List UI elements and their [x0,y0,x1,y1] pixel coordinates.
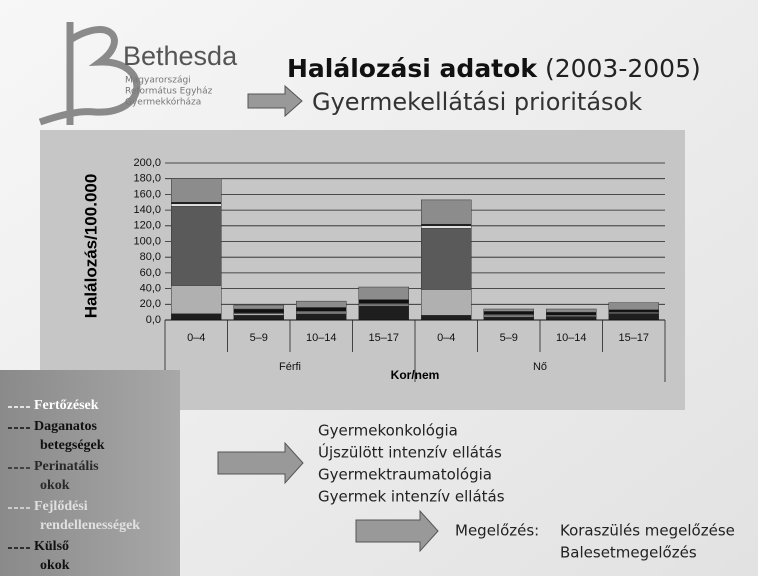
bar-segment [358,305,409,321]
bar-segment [421,227,472,290]
bar-segment [233,308,284,314]
bar-segment [171,203,222,207]
x-tick-label: 15–17 [368,332,399,344]
bar-segment [608,302,659,311]
y-tick-label: 0,0 [146,314,161,326]
legend: Fertőzések Daganatos betegségek Perinatális… [8,398,140,573]
group-label: Nő [533,361,547,373]
legend-label-part: Daganatos [34,419,98,434]
y-tick-label: 120,0 [133,220,161,232]
logo-line: Gyermekkórháza [125,97,201,108]
legend-label-part: Fejlődési [34,499,88,514]
list-item: Gyermekonkológia [318,422,458,440]
logo-mark [38,22,141,126]
logo-line: Magyarországi [125,76,191,86]
bar-segment [296,307,347,312]
bar-segment [358,299,409,304]
bar-segment [171,205,222,286]
title: Halálozási adatok (2003-2005) [287,54,701,83]
arrow [355,509,439,553]
y-tick-label: 20,0 [140,298,161,310]
list-item: Gyermektraumatológia [318,466,492,484]
x-axis-label: Kor/nem [391,368,440,382]
legend-label: Daganatos betegségek [34,419,105,453]
bar-segment [421,199,472,225]
y-tick-label: 180,0 [133,173,161,185]
legend-label: Perinatális okok [34,459,99,493]
arrow [247,84,303,118]
prevention-label: Megelőzés: [455,522,539,540]
legend-label-part: betegségek [40,438,105,453]
logo: Bethesda Magyarországi Református Egyház… [38,22,238,126]
group-label: Férfi [279,361,301,373]
x-tick-label: 10–14 [556,332,587,344]
x-tick-label: 5–9 [250,332,268,344]
legend-label-part: okok [40,558,70,573]
bar-segment [546,308,597,313]
prevention-item: Koraszülés megelőzése [560,522,735,540]
bar-segment [546,311,597,316]
prevention-item: Balesetmegelőzés [560,544,697,562]
title-bold: Halálozási adatok [287,54,538,83]
legend-label-part: okok [40,478,70,493]
bar-segment [608,309,659,313]
legend-label-part: rendellenességek [40,518,140,533]
x-tick-label: 10–14 [306,332,337,344]
subtitle: Gyermekellátási prioritások [312,88,642,116]
title-years: (2003-2005) [545,54,701,83]
legend-label-part: Külső [34,539,69,554]
logo-line: Református Egyház [125,87,213,97]
bar-segment [171,313,222,321]
logo-name: Bethesda [123,41,238,71]
legend-label: Fejlődési rendellenességek [34,499,140,533]
chart: Halálozás/100.000 0,0 20,0 40,0 60,0 80,0 100,… [81,157,666,382]
arrow [217,441,304,485]
x-tick-label: 15–17 [618,332,649,344]
y-tick-label: 200,0 [133,157,161,169]
bar-segment [233,315,284,321]
legend-label: Fertőzések [34,398,99,413]
x-tick-label: 5–9 [500,332,518,344]
bar-segment [483,311,534,315]
legend-label-part: Perinatális [34,459,99,474]
bar-segment [358,286,409,300]
y-axis-label: Halálozás/100.000 [81,174,100,319]
y-tick-label: 80,0 [140,251,161,263]
bar-segment [296,300,347,308]
bar-segment [296,313,347,321]
y-tick-label: 60,0 [140,267,161,279]
bar-segment [608,313,659,321]
bar-segment [421,289,472,316]
bar-segment [483,308,534,312]
y-tick-label: 140,0 [133,204,161,216]
bar-segment [233,304,284,310]
y-tick-label: 100,0 [133,235,161,247]
bar-segment [421,225,472,229]
bar-segment [421,315,472,321]
bar-segment [171,285,222,314]
bar-segment [171,178,222,203]
x-tick-label: 0–4 [437,332,455,344]
list-item: Gyermek intenzív ellátás [318,488,505,506]
y-tick-label: 160,0 [133,188,161,200]
legend-box [0,370,180,576]
y-tick-label: 40,0 [140,283,161,295]
list-item: Újszülött intenzív ellátás [318,443,502,462]
legend-label: Külső okok [34,539,70,573]
chart-panel [40,130,685,410]
x-tick-label: 0–4 [187,332,205,344]
